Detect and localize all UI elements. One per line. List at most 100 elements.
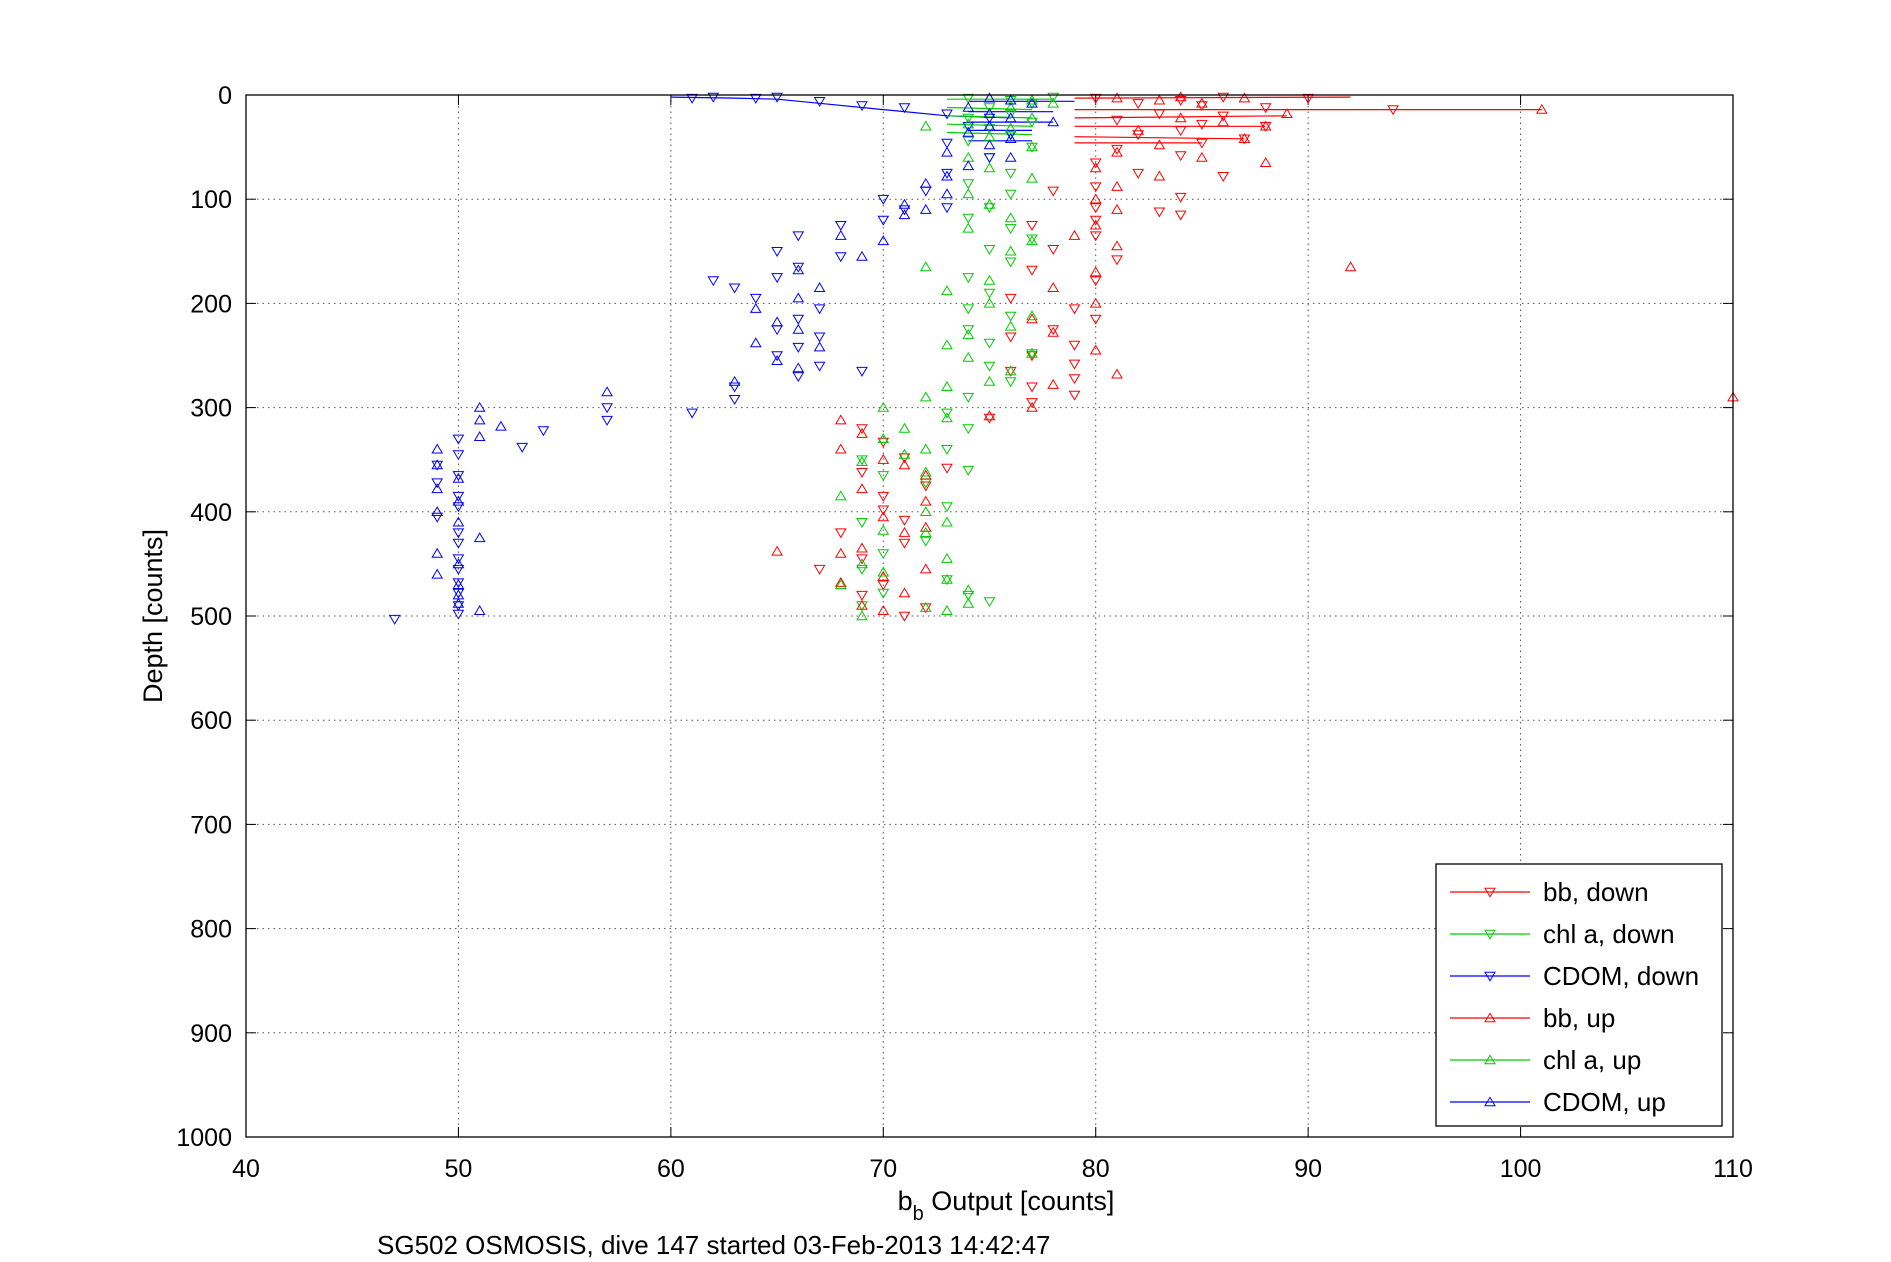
data-point bbox=[1153, 94, 1166, 105]
data-point bbox=[728, 382, 741, 393]
data-point bbox=[834, 221, 847, 231]
data-point bbox=[962, 351, 975, 362]
data-point bbox=[452, 578, 465, 589]
data-point bbox=[1004, 109, 1017, 120]
data-point bbox=[1068, 340, 1081, 351]
data-point bbox=[1196, 138, 1208, 149]
data-point bbox=[452, 564, 465, 575]
data-point bbox=[834, 252, 847, 263]
data-point bbox=[941, 605, 953, 615]
data-point bbox=[1132, 130, 1145, 141]
data-point bbox=[792, 342, 805, 353]
data-point bbox=[1047, 97, 1060, 108]
y-tick-label: 0 bbox=[218, 82, 232, 110]
data-point bbox=[1004, 112, 1017, 123]
x-tick-label: 80 bbox=[1082, 1155, 1110, 1183]
data-point bbox=[941, 463, 953, 474]
data-point bbox=[771, 355, 783, 365]
data-point bbox=[962, 126, 975, 137]
data-point bbox=[834, 528, 847, 539]
profile-line bbox=[946, 123, 1033, 127]
data-point bbox=[1004, 224, 1017, 235]
data-point bbox=[983, 120, 996, 131]
data-point bbox=[1068, 359, 1081, 370]
data-point bbox=[452, 554, 465, 565]
data-point bbox=[452, 502, 465, 513]
data-point bbox=[877, 580, 890, 591]
data-point bbox=[1047, 92, 1060, 103]
data-point bbox=[983, 103, 996, 114]
data-point bbox=[792, 314, 805, 325]
data-point bbox=[1004, 366, 1017, 377]
data-point bbox=[877, 215, 890, 226]
data-point bbox=[813, 361, 826, 372]
data-point bbox=[473, 414, 486, 425]
data-point bbox=[983, 297, 996, 308]
data-point bbox=[1344, 261, 1357, 272]
legend-marker bbox=[1484, 887, 1496, 898]
data-point bbox=[1026, 94, 1038, 105]
data-point bbox=[1026, 221, 1038, 231]
x-tick-label: 60 bbox=[657, 1155, 685, 1183]
x-tick-label: 110 bbox=[1713, 1155, 1753, 1183]
data-point bbox=[601, 415, 613, 426]
data-point bbox=[431, 506, 444, 516]
data-point bbox=[771, 316, 783, 327]
data-point bbox=[1026, 172, 1038, 183]
data-point bbox=[792, 372, 805, 383]
data-point bbox=[919, 521, 932, 532]
y-tick-label: 1000 bbox=[176, 1124, 232, 1152]
y-tick-label: 500 bbox=[190, 603, 232, 631]
data-point bbox=[983, 124, 996, 135]
data-point bbox=[941, 502, 953, 513]
data-point bbox=[1004, 245, 1017, 256]
data-point bbox=[1004, 94, 1017, 105]
data-point bbox=[962, 101, 975, 112]
profile-line bbox=[1074, 136, 1245, 140]
data-point bbox=[962, 179, 975, 190]
data-point bbox=[1535, 103, 1548, 114]
data-point bbox=[707, 92, 720, 103]
data-point bbox=[877, 235, 890, 246]
data-point bbox=[1026, 142, 1038, 153]
data-point bbox=[1217, 111, 1230, 122]
data-point bbox=[983, 92, 996, 103]
data-point bbox=[1047, 378, 1060, 389]
data-point bbox=[771, 545, 783, 556]
legend-marker bbox=[1484, 1054, 1496, 1065]
data-point bbox=[962, 213, 975, 224]
data-point bbox=[919, 481, 932, 492]
x-axis-ticks: 40 50 60 70 80 90 100 110 bbox=[232, 95, 1753, 1183]
data-point bbox=[452, 472, 465, 483]
data-point bbox=[919, 203, 932, 214]
data-point bbox=[1047, 282, 1060, 292]
data-point bbox=[941, 285, 953, 296]
data-point bbox=[898, 587, 911, 598]
data-point bbox=[495, 420, 507, 431]
data-point bbox=[452, 538, 465, 549]
data-point bbox=[856, 601, 868, 612]
data-point bbox=[983, 162, 996, 173]
data-point bbox=[898, 538, 911, 549]
legend-item: bb, up bbox=[1450, 1003, 1615, 1033]
data-point bbox=[856, 427, 868, 438]
data-point bbox=[813, 332, 826, 343]
legend-label: chl a, up bbox=[1543, 1045, 1641, 1075]
data-point bbox=[1111, 144, 1123, 155]
x-axis-label: bb Output [counts] bbox=[898, 1186, 1115, 1225]
data-point bbox=[877, 511, 890, 522]
data-markers bbox=[388, 91, 1739, 625]
y-tick-label: 400 bbox=[190, 499, 232, 527]
data-point bbox=[834, 576, 847, 587]
data-point bbox=[1259, 103, 1272, 114]
data-point bbox=[919, 563, 932, 574]
data-point bbox=[941, 552, 953, 563]
data-point bbox=[983, 139, 996, 150]
data-point bbox=[813, 564, 826, 575]
data-point bbox=[856, 590, 868, 601]
data-point bbox=[877, 471, 890, 482]
data-point bbox=[431, 512, 444, 523]
data-point bbox=[941, 109, 953, 120]
data-point bbox=[1196, 97, 1208, 108]
data-point bbox=[1153, 170, 1166, 181]
